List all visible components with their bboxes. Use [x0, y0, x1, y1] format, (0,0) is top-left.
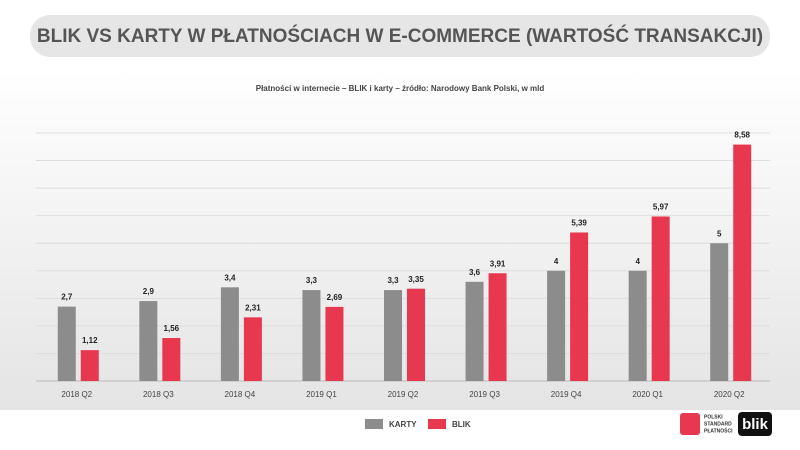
logo-text: PŁATNOŚCI — [704, 427, 733, 434]
bar — [162, 338, 181, 381]
bar — [651, 216, 670, 381]
value-label: 5,39 — [571, 219, 587, 228]
chart-title: BLIK VS KARTY W PŁATNOŚCIACH W E-COMMERC… — [37, 25, 763, 47]
value-label: 2,9 — [143, 287, 155, 296]
bar — [547, 270, 566, 381]
blik-logo-text: blik — [742, 416, 768, 433]
logo-text: POLSKI — [704, 414, 723, 420]
x-tick-label: 2019 Q3 — [469, 390, 500, 399]
value-label: 3,35 — [408, 275, 424, 284]
x-tick-label: 2018 Q2 — [61, 390, 92, 399]
value-label: 1,12 — [82, 336, 98, 345]
value-label: 5,97 — [653, 203, 669, 212]
bar — [243, 317, 262, 381]
value-label: 3,91 — [490, 259, 506, 268]
value-label: 2,7 — [61, 293, 73, 302]
value-label: 2,31 — [245, 303, 261, 312]
x-tick-label: 2018 Q3 — [143, 390, 174, 399]
bar — [325, 306, 344, 381]
bar — [488, 273, 507, 381]
bar — [384, 290, 402, 381]
bar — [407, 288, 425, 381]
bar — [57, 306, 76, 381]
value-label: 5 — [717, 229, 722, 238]
value-label: 3,3 — [387, 276, 399, 285]
bar — [710, 243, 729, 381]
x-tick-label: 2019 Q1 — [306, 390, 337, 399]
title-bar — [30, 15, 770, 57]
value-label: 1,56 — [164, 324, 180, 333]
blik-logo-box — [738, 412, 772, 436]
psp-logo-icon — [680, 413, 700, 435]
bar — [302, 290, 321, 381]
value-label: 3,6 — [469, 268, 481, 277]
logo-text: STANDARD — [704, 421, 732, 427]
legend-label: BLIK — [452, 420, 471, 429]
value-label: 4 — [554, 257, 559, 266]
bar — [733, 144, 752, 381]
bar — [80, 350, 99, 381]
value-label: 4 — [635, 257, 640, 266]
bar — [628, 270, 647, 381]
chart-subtitle: Płatności w internecie – BLIK i karty – … — [256, 84, 545, 93]
x-tick-label: 2018 Q4 — [225, 390, 256, 399]
x-tick-label: 2020 Q2 — [714, 390, 745, 399]
value-label: 3,3 — [306, 276, 318, 285]
x-tick-label: 2019 Q4 — [551, 390, 582, 399]
bar — [139, 301, 158, 381]
bar — [465, 281, 484, 381]
value-label: 3,4 — [224, 273, 236, 282]
bar — [570, 232, 589, 381]
value-label: 8,58 — [734, 131, 750, 140]
legend-swatch — [428, 419, 446, 429]
x-tick-label: 2020 Q1 — [632, 390, 663, 399]
value-label: 2,69 — [327, 293, 343, 302]
legend-swatch — [365, 419, 383, 429]
legend-label: KARTY — [389, 420, 417, 429]
x-tick-label: 2019 Q2 — [388, 390, 419, 399]
bar — [220, 287, 239, 381]
